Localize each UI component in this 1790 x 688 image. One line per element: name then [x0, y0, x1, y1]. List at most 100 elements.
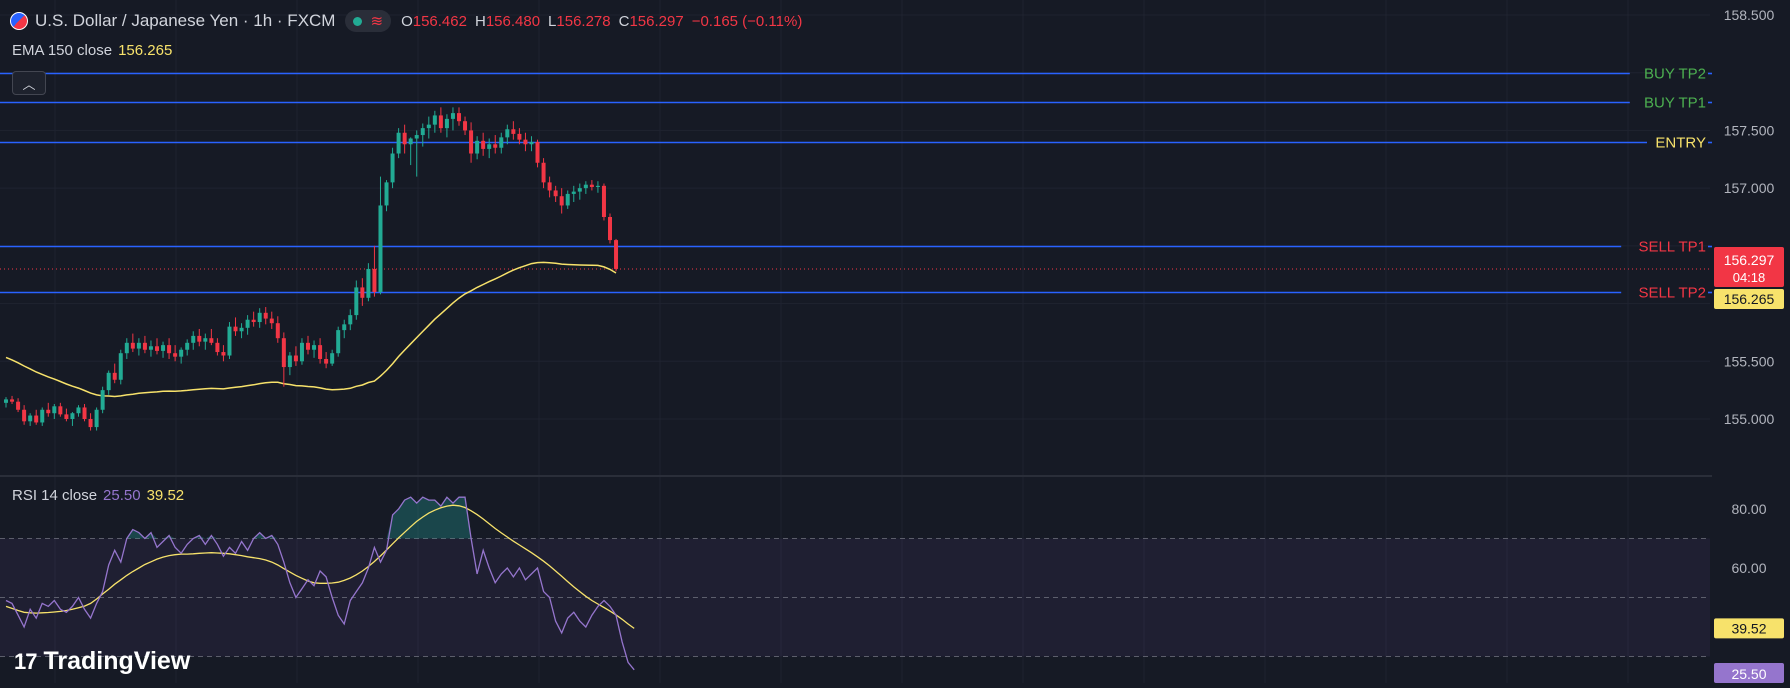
- candle[interactable]: [82, 403, 87, 422]
- candle[interactable]: [64, 408, 69, 422]
- candle[interactable]: [306, 335, 310, 355]
- candle[interactable]: [457, 107, 461, 126]
- candle[interactable]: [535, 139, 540, 168]
- candle[interactable]: [269, 311, 274, 329]
- candle[interactable]: [46, 402, 51, 417]
- candle[interactable]: [450, 107, 455, 131]
- candle[interactable]: [167, 338, 172, 359]
- candle[interactable]: [463, 116, 468, 136]
- candle[interactable]: [209, 328, 214, 346]
- symbol-title[interactable]: U.S. Dollar / Japanese Yen · 1h · FXCM: [35, 11, 336, 30]
- candle[interactable]: [185, 339, 190, 356]
- candle[interactable]: [517, 128, 522, 145]
- candle[interactable]: [106, 370, 111, 395]
- candle[interactable]: [173, 345, 178, 362]
- candle[interactable]: [148, 340, 153, 357]
- candle[interactable]: [88, 413, 93, 431]
- candle[interactable]: [100, 386, 105, 414]
- candle[interactable]: [52, 403, 57, 419]
- candle[interactable]: [499, 132, 504, 154]
- candle[interactable]: [28, 413, 33, 426]
- ema-legend[interactable]: EMA 150 close 156.265: [12, 42, 172, 59]
- candle[interactable]: [493, 135, 498, 154]
- candle[interactable]: [547, 176, 552, 198]
- candle[interactable]: [4, 397, 8, 408]
- candle[interactable]: [571, 185, 576, 202]
- candle[interactable]: [360, 278, 365, 306]
- candle[interactable]: [396, 128, 401, 159]
- candle[interactable]: [191, 331, 196, 350]
- candle[interactable]: [372, 245, 377, 297]
- candle[interactable]: [336, 326, 341, 357]
- symbol-legend[interactable]: U.S. Dollar / Japanese Yen · 1h · FXCM ≋…: [10, 9, 802, 33]
- candle[interactable]: [583, 181, 588, 194]
- candle[interactable]: [245, 315, 250, 335]
- candle[interactable]: [287, 352, 292, 376]
- candle[interactable]: [227, 322, 232, 359]
- candle[interactable]: [595, 181, 600, 193]
- candle[interactable]: [469, 122, 474, 163]
- candle[interactable]: [354, 280, 359, 320]
- candle[interactable]: [487, 138, 492, 159]
- candle[interactable]: [112, 363, 117, 384]
- candle[interactable]: [408, 137, 413, 166]
- candle[interactable]: [614, 238, 619, 272]
- candle[interactable]: [390, 147, 395, 189]
- candle[interactable]: [16, 398, 21, 413]
- candle[interactable]: [505, 124, 510, 145]
- candle[interactable]: [215, 338, 220, 356]
- rsi-value-badge[interactable]: 25.50: [1714, 663, 1784, 683]
- candle[interactable]: [529, 136, 534, 152]
- candle[interactable]: [197, 328, 202, 347]
- candle[interactable]: [161, 341, 166, 358]
- candle[interactable]: [251, 311, 256, 327]
- candle[interactable]: [402, 124, 407, 154]
- candle[interactable]: [130, 333, 135, 353]
- candle[interactable]: [608, 213, 612, 244]
- level-sell-tp2[interactable]: SELL TP2156.100: [0, 282, 1784, 303]
- candle[interactable]: [299, 338, 304, 365]
- candle[interactable]: [70, 412, 75, 426]
- candle[interactable]: [553, 185, 558, 202]
- candle[interactable]: [10, 395, 15, 404]
- candle[interactable]: [384, 180, 389, 212]
- candle[interactable]: [366, 263, 371, 302]
- candle[interactable]: [257, 308, 262, 328]
- candle[interactable]: [541, 158, 546, 189]
- candle[interactable]: [34, 409, 39, 425]
- ema-price-badge[interactable]: 156.265: [1714, 288, 1784, 309]
- candle[interactable]: [293, 346, 298, 366]
- candle[interactable]: [565, 190, 570, 209]
- candle[interactable]: [378, 176, 383, 295]
- candle[interactable]: [481, 132, 486, 156]
- candle[interactable]: [263, 307, 268, 325]
- candle[interactable]: [40, 407, 45, 426]
- rsi-line[interactable]: [5, 496, 635, 671]
- candle[interactable]: [22, 405, 27, 425]
- candle[interactable]: [136, 338, 141, 356]
- candle[interactable]: [511, 121, 516, 140]
- tradingview-logo[interactable]: 17 TradingView: [14, 647, 190, 676]
- candle[interactable]: [281, 332, 286, 387]
- candle[interactable]: [342, 319, 347, 339]
- candle[interactable]: [58, 402, 63, 417]
- collapse-legend-button[interactable]: ︿: [12, 71, 46, 95]
- candle[interactable]: [426, 116, 431, 139]
- candle[interactable]: [475, 136, 480, 160]
- candle[interactable]: [275, 316, 280, 343]
- candle[interactable]: [414, 130, 419, 177]
- candle[interactable]: [559, 188, 564, 214]
- candle[interactable]: [221, 345, 226, 362]
- candle[interactable]: [348, 309, 353, 331]
- candle[interactable]: [155, 338, 159, 355]
- candle[interactable]: [124, 338, 129, 359]
- candle[interactable]: [324, 352, 329, 369]
- candle[interactable]: [330, 349, 335, 366]
- candle[interactable]: [438, 107, 443, 133]
- candle[interactable]: [142, 335, 147, 354]
- current-price-badge[interactable]: 156.297 04:18: [1714, 246, 1784, 287]
- candle[interactable]: [94, 407, 99, 431]
